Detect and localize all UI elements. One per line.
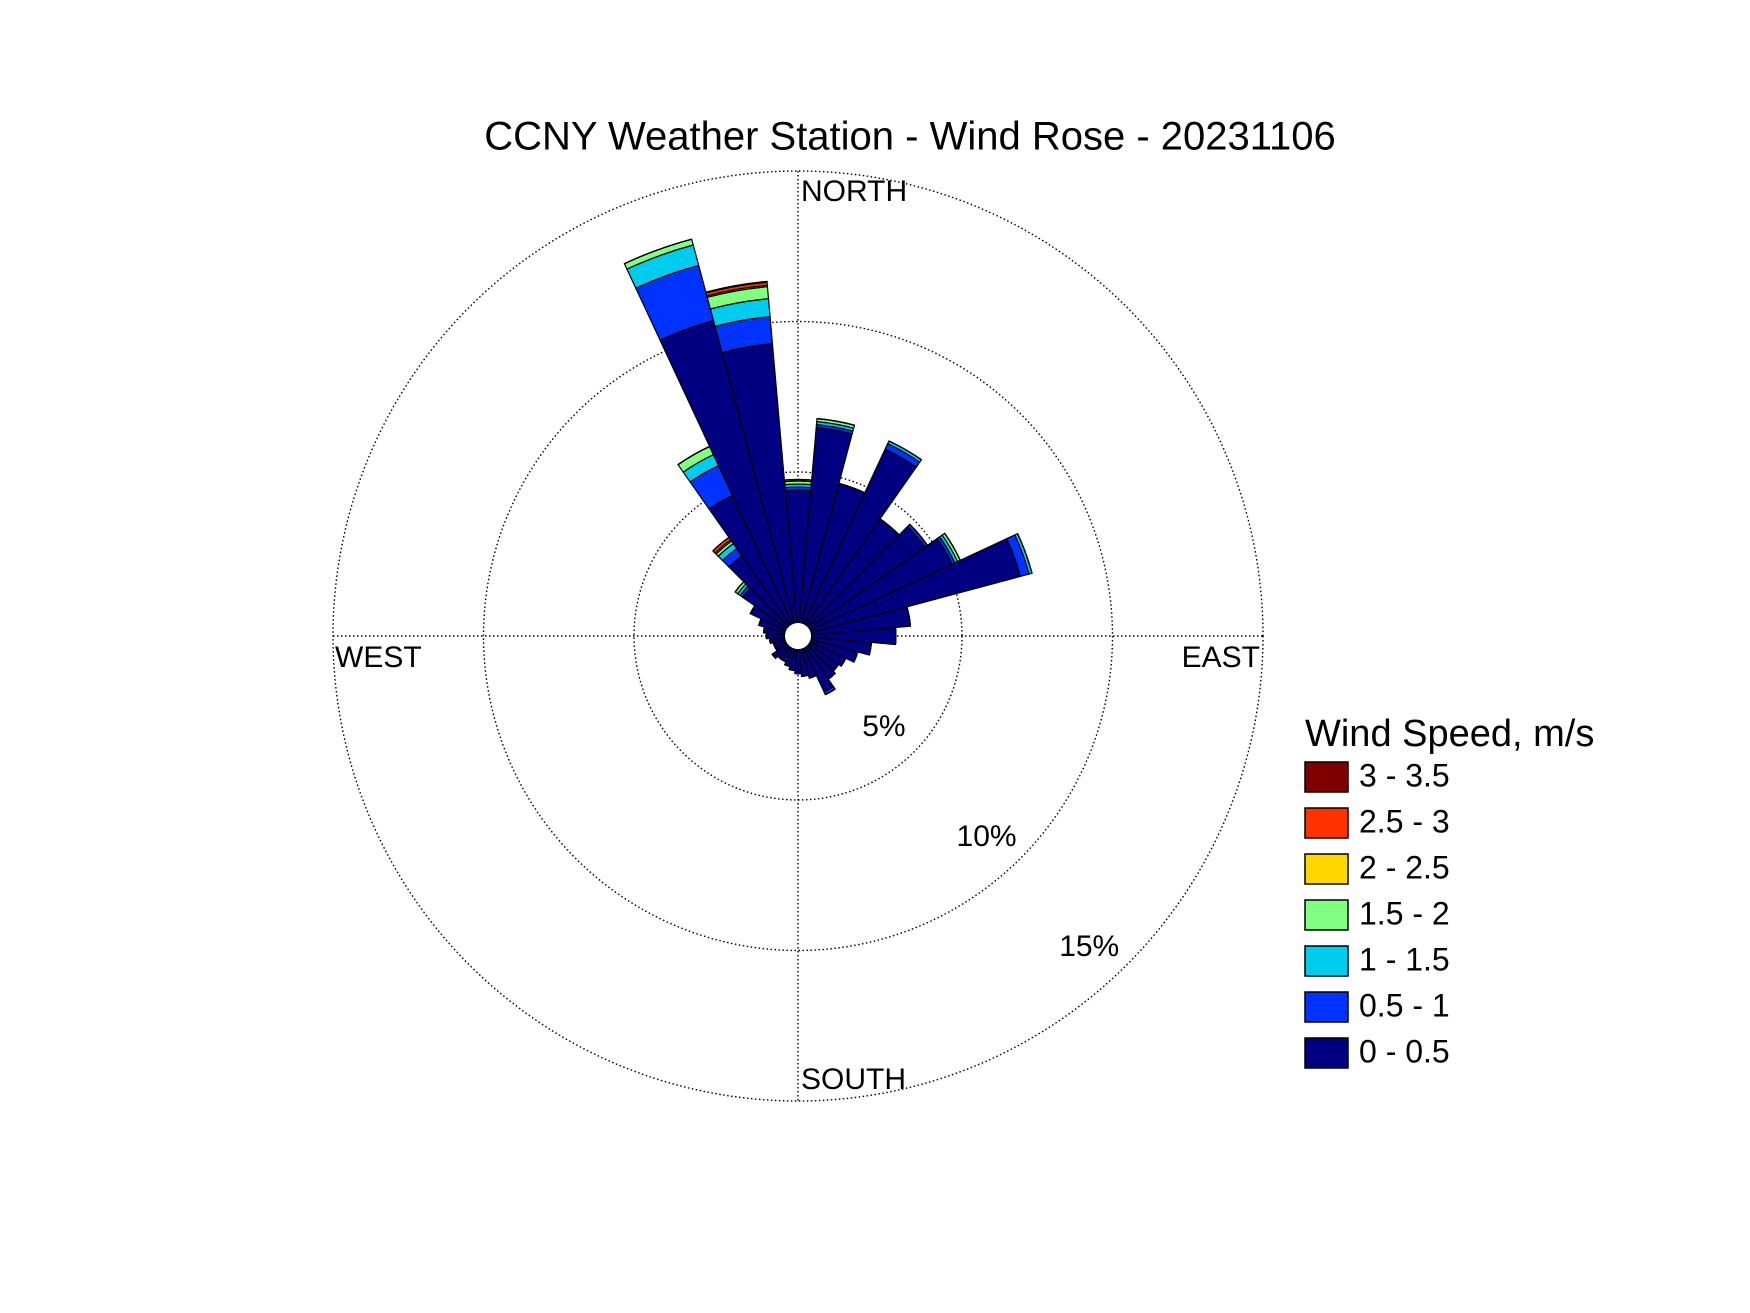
grid-ring	[633, 471, 963, 801]
legend-label: 1.5 - 2	[1359, 895, 1450, 931]
compass-east: EAST	[1182, 641, 1260, 674]
legend-swatch	[1304, 991, 1349, 1023]
legend-swatch	[1304, 853, 1349, 885]
wind-wedge	[784, 478, 812, 481]
grid-ring	[482, 320, 1114, 952]
wind-wedge	[868, 642, 873, 656]
wind-wedge	[788, 668, 796, 672]
legend-swatch	[1304, 761, 1349, 793]
compass-north: NORTH	[801, 175, 907, 208]
center-hole	[784, 622, 812, 650]
wind-wedge	[840, 657, 847, 667]
wind-wedge	[825, 688, 836, 696]
wind-wedge	[816, 418, 855, 426]
r-tick-label: 15%	[1059, 930, 1119, 963]
wind-wedge	[705, 280, 768, 294]
legend-label: 2.5 - 3	[1359, 803, 1450, 839]
r-tick-label: 5%	[862, 710, 905, 743]
r-tick-label: 10%	[957, 820, 1017, 853]
legend-label: 0.5 - 1	[1359, 987, 1450, 1023]
wind-wedge	[906, 606, 911, 627]
legend-swatch	[1304, 945, 1349, 977]
wind-wedge	[771, 653, 777, 659]
chart-title: CCNY Weather Station - Wind Rose - 20231…	[484, 115, 1336, 159]
legend-label: 2 - 2.5	[1359, 849, 1450, 885]
wind-wedge	[801, 674, 809, 678]
legend-swatch	[1304, 1037, 1349, 1069]
compass-south: SOUTH	[801, 1063, 906, 1096]
grid-ring	[332, 170, 1264, 1102]
legend-label: 1 - 1.5	[1359, 941, 1450, 977]
legend-label: 3 - 3.5	[1359, 757, 1450, 793]
legend-title: Wind Speed, m/s	[1305, 713, 1594, 755]
legend-label: 0 - 0.5	[1359, 1033, 1450, 1069]
compass-west: WEST	[335, 641, 422, 674]
legend-swatch	[1304, 807, 1349, 839]
legend-swatch	[1304, 899, 1349, 931]
wind-wedge	[888, 440, 922, 461]
